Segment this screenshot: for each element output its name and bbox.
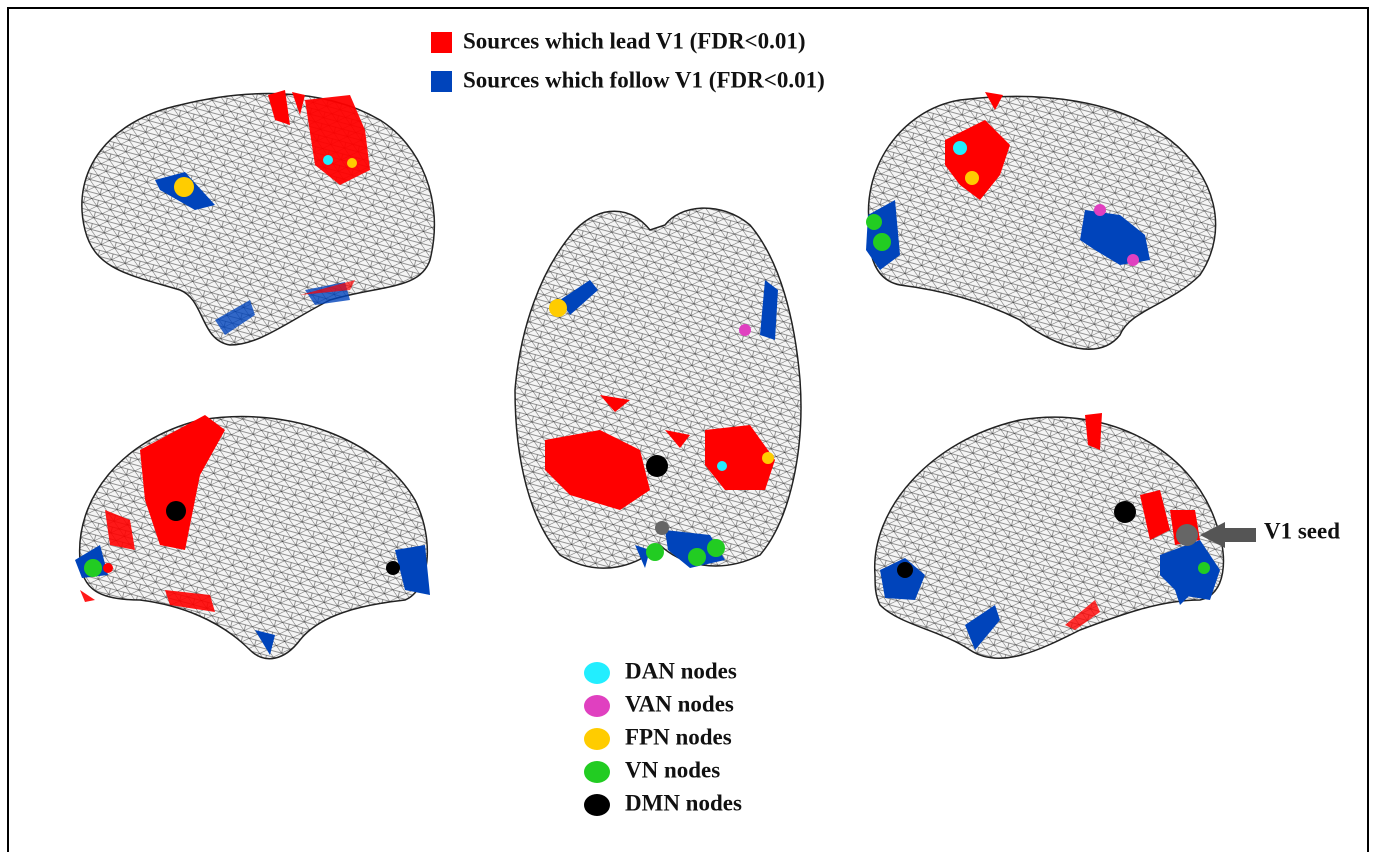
legend-swatch (431, 32, 452, 53)
brain-lateral-right (866, 92, 1217, 350)
node-label: VN nodes (625, 757, 720, 782)
node-label: DMN nodes (625, 790, 742, 815)
node-swatch (584, 662, 610, 684)
node-legend: DAN nodes VAN nodes FPN nodes VN nodes DMN n… (584, 658, 742, 816)
node-swatch (584, 728, 610, 750)
node-label: FPN nodes (625, 724, 732, 749)
seed-arrow (1200, 522, 1256, 548)
brain-ventral (514, 207, 802, 569)
legend-swatch (431, 71, 452, 92)
seed-annotation: V1 seed (1264, 518, 1340, 543)
brain-medial-left (75, 415, 430, 660)
top-legend: Sources which lead V1 (FDR<0.01) Sources … (431, 28, 825, 92)
node-swatch (584, 794, 610, 816)
frame (7, 7, 1369, 852)
node-label: DAN nodes (625, 658, 737, 683)
node-swatch (584, 761, 610, 783)
node-label: VAN nodes (625, 691, 734, 716)
brain-lateral-left (81, 90, 436, 346)
legend-label: Sources which follow V1 (FDR<0.01) (463, 67, 825, 92)
brain-medial-right (874, 413, 1256, 659)
legend-label: Sources which lead V1 (FDR<0.01) (463, 28, 806, 53)
node-swatch (584, 695, 610, 717)
